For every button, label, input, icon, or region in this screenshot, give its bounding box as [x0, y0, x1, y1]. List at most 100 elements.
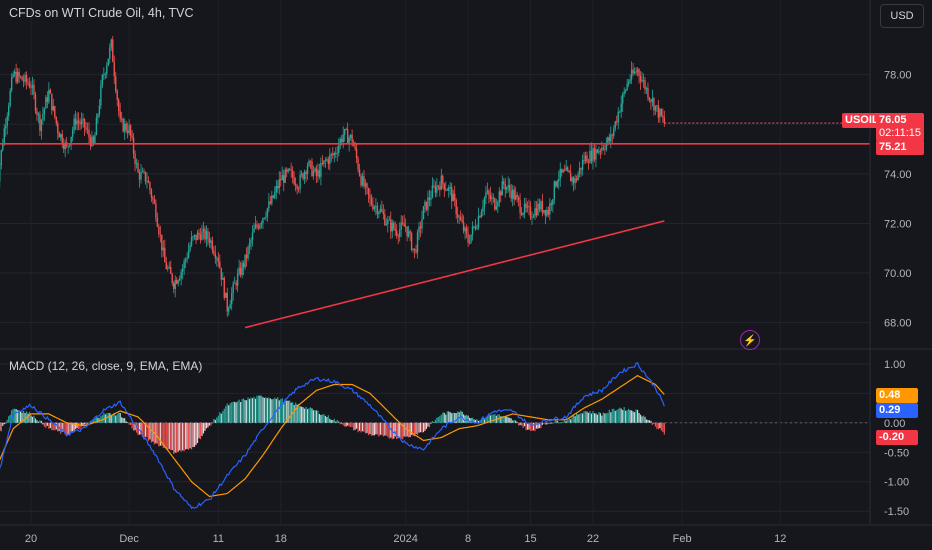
candle-body — [330, 153, 333, 155]
histogram-bar — [3, 422, 5, 425]
candle-body — [428, 197, 431, 200]
histogram-bar — [193, 422, 196, 447]
histogram-bar — [63, 422, 65, 432]
histogram-bar — [0, 422, 2, 432]
histogram-bar — [559, 422, 561, 424]
candle-body — [119, 111, 121, 119]
histogram-bar — [556, 420, 558, 423]
candle-body — [430, 197, 432, 200]
candle-body — [158, 226, 160, 235]
lightning-icon[interactable]: ⚡ — [740, 330, 760, 350]
candle-body — [0, 150, 2, 166]
candle-body — [525, 203, 527, 208]
candle-body — [256, 224, 258, 227]
histogram-bar — [31, 416, 34, 423]
currency-button[interactable]: USD — [880, 4, 924, 28]
candle-body — [324, 160, 327, 162]
histogram-bar — [323, 413, 325, 423]
candle-body — [174, 280, 176, 290]
candle-body — [528, 206, 530, 207]
candle-body — [89, 137, 92, 147]
histogram-bar — [578, 413, 581, 423]
candle-body — [400, 222, 402, 230]
histogram-bar — [361, 422, 364, 432]
candle-body — [624, 89, 627, 92]
histogram-bar — [144, 422, 147, 437]
candle-body — [198, 232, 200, 235]
candle-body — [436, 185, 438, 193]
candle-body — [123, 123, 126, 132]
candle-body — [384, 214, 386, 225]
histogram-bar — [473, 419, 475, 423]
histogram-bar — [150, 422, 153, 443]
candle-body — [235, 282, 237, 286]
histogram-bar — [311, 408, 313, 423]
histogram-bar — [425, 422, 428, 429]
candle-body — [57, 123, 59, 133]
candle-body — [18, 71, 20, 77]
candle-body — [601, 147, 603, 151]
histogram-bar — [327, 415, 329, 423]
candle-body — [650, 99, 652, 102]
histogram-bar — [518, 422, 520, 426]
histogram-bar — [421, 422, 423, 433]
histogram-bar — [486, 417, 489, 423]
candle-body — [97, 114, 99, 118]
histogram-bar — [393, 422, 395, 439]
candle-body — [294, 184, 297, 186]
histogram-bar — [430, 422, 432, 424]
histogram-bar — [237, 401, 239, 423]
histogram-bar — [616, 410, 618, 423]
candle-body — [321, 163, 324, 164]
histogram-bar — [300, 406, 303, 423]
candle-body — [636, 69, 639, 73]
histogram-bar — [419, 422, 422, 433]
histogram-bar — [519, 422, 521, 426]
histogram-bar — [410, 422, 413, 435]
histogram-bar — [177, 422, 179, 452]
histogram-bar — [477, 420, 480, 423]
histogram-bar — [400, 422, 402, 439]
macd-line — [0, 362, 665, 510]
candle-body — [253, 228, 255, 233]
histogram-bar — [602, 412, 604, 423]
candle-body — [476, 227, 478, 229]
histogram-bar — [202, 422, 205, 434]
histogram-bar — [586, 411, 588, 423]
histogram-bar — [427, 422, 429, 427]
candle-body — [103, 74, 105, 76]
candle-body — [183, 261, 185, 269]
macd-value-tag: 0.29 — [876, 403, 918, 418]
candle-body — [208, 238, 211, 243]
candle-body — [219, 261, 221, 268]
histogram-bar — [599, 413, 601, 423]
histogram-bar — [281, 398, 283, 423]
histogram-bar — [30, 415, 32, 423]
macd-histogram — [0, 395, 665, 454]
candle-body — [354, 145, 356, 149]
candle-body — [296, 185, 298, 189]
candle-body — [317, 170, 319, 177]
histogram-bar — [94, 417, 96, 423]
histogram-bar — [121, 417, 123, 423]
candle-body — [422, 206, 425, 220]
candle-body — [19, 76, 22, 78]
histogram-bar — [225, 406, 227, 423]
candle-body — [465, 227, 468, 234]
histogram-bar — [568, 417, 570, 423]
candle-body — [30, 87, 32, 89]
histogram-bar — [315, 410, 318, 423]
histogram-bar — [531, 422, 533, 431]
candle-body — [592, 148, 594, 162]
candle-body — [283, 175, 285, 183]
histogram-bar — [647, 420, 649, 423]
candle-body — [425, 201, 428, 210]
candle-body — [338, 145, 340, 153]
candle-body — [569, 172, 572, 182]
histogram-bar — [653, 422, 655, 424]
histogram-bar — [119, 412, 121, 423]
histogram-bar — [366, 422, 368, 433]
candle-body — [373, 206, 376, 210]
candle-body — [222, 277, 224, 280]
